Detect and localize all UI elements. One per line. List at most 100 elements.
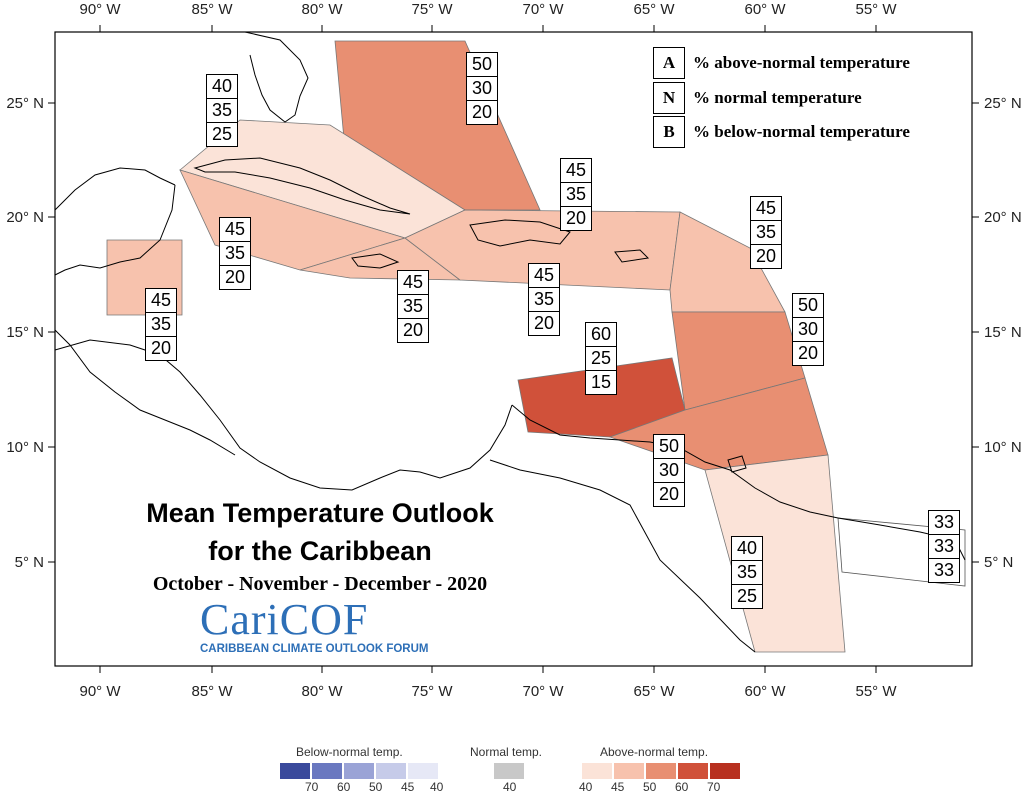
legend-swatch-above-50 xyxy=(646,763,676,779)
jamaica-outline xyxy=(351,253,400,269)
legend-value: 60 xyxy=(675,780,689,794)
prob-below: 20 xyxy=(561,206,591,230)
map-frame xyxy=(54,31,973,667)
lon-label: 55° W xyxy=(855,683,897,700)
legend-swatch-below-60 xyxy=(312,763,342,779)
legend-below-title: Below-normal temp. xyxy=(296,745,403,759)
prob-normal: 35 xyxy=(146,312,176,336)
lon-label: 75° W xyxy=(411,1,453,18)
legend-value: 45 xyxy=(611,780,625,794)
lon-label: 90° W xyxy=(79,1,121,18)
lat-label: 15° N xyxy=(984,324,1022,341)
prob-box-belize: 45 35 20 xyxy=(145,288,177,361)
legend-value: 70 xyxy=(305,780,319,794)
prob-box-virgin-islands: 45 35 20 xyxy=(750,196,782,269)
region-guyana xyxy=(704,454,846,653)
map-title-line1: Mean Temperature Outlook xyxy=(146,498,494,528)
pacific-coast xyxy=(54,329,236,456)
legend-value: 40 xyxy=(430,780,444,794)
prob-below: 20 xyxy=(220,265,250,289)
puerto-rico-outline xyxy=(614,249,650,263)
lat-labels-right: 25° N 20° N 15° N 10° N 5° N xyxy=(984,95,1022,571)
prob-above: 40 xyxy=(736,538,758,558)
lat-label: 25° N xyxy=(984,95,1022,112)
prob-above: 60 xyxy=(590,324,612,344)
prob-box-caribbean-west: 45 35 20 xyxy=(219,217,251,290)
legend-value: 50 xyxy=(369,780,383,794)
lat-label: 25° N xyxy=(6,95,44,112)
lon-label: 60° W xyxy=(744,683,786,700)
trinidad-outline xyxy=(727,455,747,473)
central-america-coast xyxy=(54,339,513,491)
key-text: % below-normal temperature xyxy=(693,122,910,141)
prob-below: 20 xyxy=(146,336,176,360)
lon-labels-top: 90° W 85° W 80° W 75° W 70° W 65° W 60° … xyxy=(79,1,897,18)
legend-value: 50 xyxy=(643,780,657,794)
prob-box-jamaica: 45 35 20 xyxy=(397,270,429,343)
legend-above-title: Above-normal temp. xyxy=(600,745,709,759)
prob-below: 33 xyxy=(929,558,959,582)
prob-normal: 30 xyxy=(467,76,497,100)
legend-value: 45 xyxy=(401,780,415,794)
prob-above: 45 xyxy=(755,198,777,218)
prob-box-windward-islands: 50 30 20 xyxy=(792,293,824,366)
legend-swatch-below-45 xyxy=(376,763,406,779)
key-letter: A xyxy=(653,47,685,79)
prob-below: 25 xyxy=(732,584,762,608)
lat-label: 5° N xyxy=(15,554,44,571)
prob-box-abc-islands: 60 25 15 xyxy=(585,322,617,395)
prob-below: 20 xyxy=(467,100,497,124)
prob-above: 50 xyxy=(658,436,680,456)
prob-above: 40 xyxy=(211,76,233,96)
legend-swatch-above-70 xyxy=(710,763,740,779)
legend-swatch-below-50 xyxy=(344,763,374,779)
prob-normal: 35 xyxy=(732,560,762,584)
tick-marks xyxy=(48,25,979,673)
legend-normal-title: Normal temp. xyxy=(470,745,543,759)
legend-value: 60 xyxy=(337,780,351,794)
prob-below: 20 xyxy=(751,244,781,268)
prob-below: 15 xyxy=(586,370,616,394)
lon-label: 80° W xyxy=(301,1,343,18)
prob-normal: 35 xyxy=(529,287,559,311)
prob-below: 25 xyxy=(207,122,237,146)
prob-above: 50 xyxy=(471,54,493,74)
legend-value: 40 xyxy=(503,780,517,794)
lon-label: 75° W xyxy=(411,683,453,700)
key-text: % normal temperature xyxy=(693,88,862,107)
florida-coast xyxy=(244,31,309,123)
prob-below: 20 xyxy=(398,318,428,342)
prob-above: 33 xyxy=(933,512,955,532)
key-row-normal: N % normal temperature xyxy=(653,82,862,114)
key-row-below: B % below-normal temperature xyxy=(653,116,910,148)
lat-label: 20° N xyxy=(984,209,1022,226)
prob-box-leeward: 45 35 20 xyxy=(560,158,592,231)
lon-label: 70° W xyxy=(522,683,564,700)
lat-label: 10° N xyxy=(984,439,1022,456)
prob-normal: 33 xyxy=(929,534,959,558)
prob-below: 20 xyxy=(529,311,559,335)
map-period: October - November - December - 2020 xyxy=(152,573,488,595)
lat-label: 20° N xyxy=(6,209,44,226)
cuba-outline xyxy=(193,157,411,215)
venezuela-interior xyxy=(489,459,756,653)
gulf-coast xyxy=(54,167,176,211)
lat-label: 5° N xyxy=(984,554,1013,571)
prob-above: 50 xyxy=(797,295,819,315)
lon-label: 65° W xyxy=(633,683,675,700)
prob-box-trinidad: 50 30 20 xyxy=(653,434,685,507)
legend-swatch-above-60 xyxy=(678,763,708,779)
prob-box-guyana: 40 35 25 xyxy=(731,536,763,609)
prob-normal: 35 xyxy=(207,98,237,122)
prob-normal: 35 xyxy=(220,241,250,265)
key-letter: N xyxy=(653,82,685,114)
yucatan-coast xyxy=(54,184,176,276)
lon-labels-bottom: 90° W 85° W 80° W 75° W 70° W 65° W 60° … xyxy=(79,683,897,700)
lon-label: 80° W xyxy=(301,683,343,700)
prob-above: 45 xyxy=(224,219,246,239)
legend-swatch-normal-40 xyxy=(494,763,524,779)
lon-label: 70° W xyxy=(522,1,564,18)
legend-swatch-below-70 xyxy=(280,763,310,779)
prob-box-hispaniola: 45 35 20 xyxy=(528,263,560,336)
